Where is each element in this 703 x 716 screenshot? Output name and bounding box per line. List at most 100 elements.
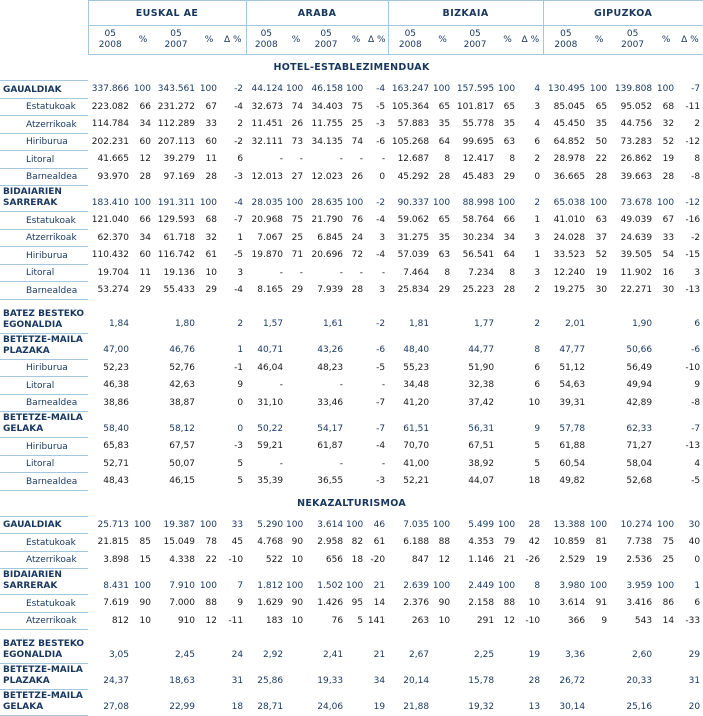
cell: 34 [139, 232, 151, 243]
cell: 25 [291, 232, 304, 243]
cell: 70,70 [403, 441, 430, 451]
cell [286, 377, 306, 395]
cell: 3.898 [103, 554, 129, 565]
cell: 157.595 [456, 84, 495, 94]
cell: 5 [237, 476, 244, 486]
cell [588, 638, 610, 664]
cell: 101.817 [456, 101, 495, 112]
table-row: Atzerrikoak 62.370 34 61.718 32 1 7.067 25 6.845… [0, 229, 703, 247]
cell [588, 394, 610, 412]
cell: 6.845 [317, 232, 344, 243]
cell: 15 [139, 554, 151, 565]
cell [286, 307, 306, 333]
cell: 100 [656, 84, 675, 94]
cell: 1.426 [317, 598, 344, 608]
cell: 7.464 [403, 267, 430, 278]
cell [588, 473, 610, 491]
cell [132, 307, 154, 333]
cell: 46 [373, 519, 386, 530]
cell: 2,25 [474, 649, 495, 660]
column-header: Δ % [366, 25, 389, 55]
cell [346, 438, 366, 456]
cell: 223.082 [91, 101, 129, 112]
cell: 90.337 [397, 197, 430, 208]
cell [432, 638, 453, 664]
cell: 58,04 [626, 458, 653, 469]
cell: 10 [528, 598, 541, 608]
cell [497, 307, 518, 333]
cell: 63 [595, 215, 608, 225]
cell: 8 [444, 154, 451, 164]
cell [198, 455, 220, 473]
cell: 91 [595, 598, 608, 608]
cell: 49,94 [626, 380, 653, 390]
cell: 2,60 [632, 649, 653, 660]
cell [432, 412, 453, 438]
cell: 7.619 [103, 598, 129, 608]
cell: 6 [534, 362, 541, 373]
cell: 71 [291, 250, 304, 260]
cell: 64 [438, 136, 451, 147]
cell: 55,23 [403, 362, 430, 373]
cell: 10 [139, 615, 151, 626]
cell: 35 [438, 232, 451, 243]
cell: -5 [691, 476, 701, 486]
table-row: GAUALDIAK 337.866 100 343.561 100 -2 44.124 100… [0, 80, 703, 99]
row-label: Barnealdea [0, 394, 88, 412]
spacer-cell [0, 630, 703, 638]
cell: 100 [286, 519, 304, 530]
column-group-header: BIZKAIA [387, 0, 544, 26]
column-header: 05 2007 [610, 25, 656, 55]
cell: 105.364 [391, 101, 430, 112]
corner-cell [0, 25, 88, 55]
cell [432, 307, 453, 333]
cell: 100 [133, 84, 151, 94]
cell: 35 [595, 119, 608, 129]
cell: 0 [694, 554, 701, 565]
cell: -6 [376, 345, 386, 355]
table-row: Estatukoak 121.040 66 129.593 68 -7 20.968 75 21… [0, 211, 703, 230]
cell: - [339, 267, 344, 278]
cell: 66 [139, 215, 151, 225]
cell: 100 [286, 197, 304, 208]
row-label: Hiriburua [0, 133, 88, 151]
cell: 35 [438, 119, 451, 129]
cell: 100 [133, 580, 151, 591]
cell: 50 [595, 136, 608, 147]
cell: 3 [534, 267, 541, 278]
section-title: NEKAZALTURISMOA [297, 497, 406, 509]
cell: 45 [231, 537, 244, 547]
cell: 38,87 [169, 397, 195, 408]
cell: 60,54 [559, 458, 586, 469]
cell [198, 359, 220, 377]
cell [346, 455, 366, 473]
cell [432, 438, 453, 456]
cell: 7.910 [169, 580, 195, 591]
cell: 50,66 [626, 345, 653, 355]
cell: 2.529 [559, 554, 586, 565]
row-label: Barnealdea [0, 472, 88, 491]
cell: 33,46 [317, 397, 344, 408]
cell: 59,21 [257, 441, 284, 451]
cell: 656 [325, 554, 344, 565]
cell: 8 [444, 267, 451, 278]
cell: 100 [497, 519, 516, 530]
column-header: Δ % [677, 25, 703, 55]
cell [655, 333, 677, 359]
cell: 8.165 [257, 285, 284, 295]
cell: 36,55 [317, 476, 344, 486]
cell: 24.028 [553, 232, 586, 243]
cell: 812 [111, 615, 129, 626]
column-header: 05 2008 [387, 25, 433, 55]
cell: 2,92 [263, 649, 284, 660]
cell [132, 333, 154, 359]
cell: - [381, 380, 386, 390]
cell: 22,99 [169, 701, 195, 712]
cell [198, 664, 220, 690]
column-header: % [198, 25, 220, 55]
cell: 33.523 [553, 250, 586, 260]
cell: 24,37 [103, 675, 129, 686]
cell: 3 [379, 285, 386, 295]
cell: 58,12 [169, 423, 195, 434]
cell: -1 [234, 362, 244, 373]
